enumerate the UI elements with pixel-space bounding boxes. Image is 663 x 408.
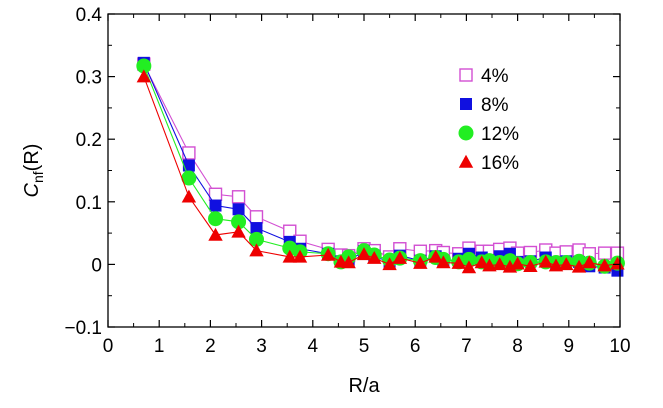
data-point bbox=[208, 211, 224, 227]
data-point bbox=[136, 58, 152, 74]
x-axis-label: R/a bbox=[348, 375, 380, 397]
legend-marker bbox=[460, 98, 472, 110]
legend-marker bbox=[458, 154, 474, 168]
x-tick-label: 1 bbox=[154, 336, 165, 357]
y-tick-label: −0.1 bbox=[64, 318, 102, 339]
legend-label: 8% bbox=[481, 95, 509, 116]
data-point bbox=[538, 254, 553, 268]
data-point bbox=[250, 222, 263, 235]
data-point bbox=[461, 260, 477, 274]
data-point bbox=[292, 249, 308, 263]
series-4 bbox=[136, 69, 625, 274]
data-point bbox=[367, 250, 382, 264]
data-point bbox=[571, 259, 587, 273]
data-point bbox=[413, 255, 428, 269]
data-point bbox=[248, 231, 264, 247]
data-point bbox=[181, 170, 197, 186]
x-tick-label: 7 bbox=[461, 336, 472, 357]
data-point bbox=[231, 214, 247, 230]
legend-marker bbox=[459, 68, 473, 82]
data-point bbox=[382, 257, 397, 271]
data-point bbox=[249, 243, 264, 257]
data-point bbox=[231, 224, 246, 238]
series-1 bbox=[137, 57, 625, 264]
data-point bbox=[249, 210, 264, 224]
legend: 4% 8% 12% 16% bbox=[458, 66, 519, 174]
series-line bbox=[143, 63, 618, 258]
data-point bbox=[461, 251, 477, 267]
y-axis-label-main: C bbox=[21, 182, 43, 197]
y-tick-label: 0.3 bbox=[76, 68, 102, 89]
data-point bbox=[392, 250, 408, 264]
x-tick-label: 3 bbox=[256, 336, 267, 357]
data-point bbox=[610, 256, 625, 270]
y-axis-label: Cnf(R) bbox=[21, 144, 46, 198]
data-point bbox=[548, 258, 564, 272]
data-point bbox=[559, 257, 574, 271]
y-tick-label: 0.2 bbox=[76, 130, 102, 151]
data-point bbox=[231, 190, 246, 204]
x-tick-label: 2 bbox=[205, 336, 216, 357]
x-tick-label: 9 bbox=[564, 336, 575, 357]
x-tick-label: 10 bbox=[609, 336, 630, 357]
data-point bbox=[182, 159, 195, 172]
data-point bbox=[597, 258, 612, 272]
x-tick-label: 5 bbox=[359, 336, 370, 357]
data-point bbox=[523, 259, 538, 273]
ticks-layer bbox=[107, 13, 621, 328]
data-point bbox=[320, 247, 336, 261]
legend-marker bbox=[458, 125, 474, 141]
x-tick-label: 4 bbox=[308, 336, 319, 357]
data-point bbox=[136, 69, 152, 83]
series-3 bbox=[136, 58, 625, 274]
data-point bbox=[492, 257, 507, 271]
data-point bbox=[582, 255, 597, 269]
data-point bbox=[232, 203, 245, 216]
y-axis-label-sub: nf bbox=[30, 171, 46, 183]
data-point bbox=[428, 249, 443, 263]
tick-labels: 0 1 2 3 4 5 6 7 8 9 10−0.100.10.20.30.4 bbox=[64, 5, 630, 357]
data-point bbox=[209, 199, 222, 212]
legend-label: 4% bbox=[481, 66, 509, 87]
data-point bbox=[356, 247, 372, 261]
data-point bbox=[474, 255, 489, 269]
y-tick-label: 0.1 bbox=[76, 193, 102, 214]
y-axis-label-tail: (R) bbox=[21, 144, 43, 172]
data-point bbox=[510, 256, 525, 270]
data-point bbox=[436, 255, 451, 269]
y-tick-label: 0 bbox=[91, 255, 102, 276]
data-point bbox=[451, 255, 466, 269]
data-point bbox=[181, 189, 197, 203]
series-layer bbox=[136, 56, 625, 277]
x-tick-label: 6 bbox=[410, 336, 421, 357]
x-tick-label: 0 bbox=[103, 336, 114, 357]
legend-label: 12% bbox=[481, 124, 519, 145]
data-point bbox=[482, 258, 497, 272]
legend-label: 16% bbox=[481, 153, 519, 174]
data-point bbox=[597, 246, 612, 260]
x-tick-label: 8 bbox=[512, 336, 523, 357]
data-point bbox=[341, 255, 356, 269]
data-point bbox=[282, 249, 297, 263]
y-tick-label: 0.4 bbox=[76, 5, 103, 26]
data-point bbox=[208, 227, 223, 241]
